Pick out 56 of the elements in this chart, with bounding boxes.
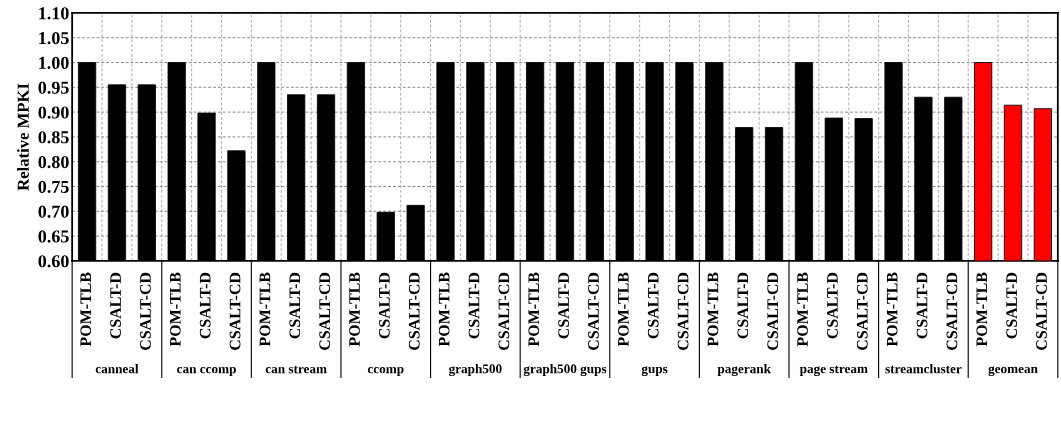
- y-tick-label: 0.75: [38, 180, 69, 194]
- y-tick-label: 1.00: [39, 56, 69, 70]
- x-tick-label: POM-TLB: [528, 272, 540, 347]
- y-tick-label: 0.65: [38, 230, 69, 243]
- x-tick-label: POM-TLB: [438, 272, 450, 347]
- y-tick-label: 1.05: [39, 31, 69, 45]
- x-tick-label: CSALT-CD: [856, 272, 868, 350]
- y-tick-label: 1.10: [39, 7, 69, 20]
- y-tick-label: 0.90: [38, 106, 69, 119]
- x-tick-label: CSALT-CD: [946, 272, 958, 350]
- x-tick-label: CSALT-CD: [588, 272, 599, 350]
- text: pagerank: [717, 363, 771, 377]
- x-tick-label: POM-TLB: [617, 272, 629, 347]
- x-tick-label: CSALT-D: [289, 272, 301, 339]
- x-tick-label: CSALT-CD: [408, 272, 420, 350]
- x-tick-label: POM-TLB: [886, 272, 898, 347]
- x-tick-label: POM-TLB: [976, 272, 988, 347]
- text: page stream: [799, 365, 868, 376]
- y-tick-label: 0.60: [38, 255, 69, 268]
- x-tick-label: POM-TLB: [707, 272, 719, 347]
- x-tick-label: POM-TLB: [797, 272, 808, 347]
- x-tick-label: CSALT-D: [647, 272, 659, 339]
- text: geomean: [988, 366, 1038, 376]
- x-tick-label: CSALT-D: [379, 272, 390, 339]
- text: streamcluster: [885, 364, 962, 374]
- caption: graph500: [448, 363, 502, 377]
- x-tick-label: POM-TLB: [169, 272, 181, 347]
- x-tick-label: CSALT-D: [110, 272, 121, 339]
- x-tick-label: CSALT-D: [1006, 272, 1018, 339]
- x-tick-label: CSALT-CD: [1036, 272, 1047, 350]
- x-tick-label: CSALT-D: [827, 272, 838, 339]
- caption: graph500 gups: [523, 363, 607, 377]
- text: can stream: [265, 365, 327, 374]
- x-tick-label: CSALT-CD: [677, 272, 689, 350]
- y-tick-label: 0.95: [38, 81, 69, 94]
- y-tick-label: 0.70: [38, 205, 69, 218]
- text: ccomp: [367, 366, 404, 376]
- x-tick-label: CSALT-CD: [140, 272, 151, 350]
- x-tick-label: CSALT-D: [558, 272, 569, 339]
- x-tick-label: CSALT-CD: [229, 272, 241, 350]
- y-tick-label: 0.85: [38, 131, 69, 144]
- x-tick-label: CSALT-CD: [767, 272, 779, 350]
- x-tick-label: CSALT-D: [916, 272, 928, 339]
- x-tick-label: CSALT-D: [199, 272, 211, 339]
- x-tick-label: CSALT-CD: [319, 272, 331, 350]
- x-tick-label: CSALT-D: [468, 272, 480, 339]
- x-tick-label: POM-TLB: [259, 272, 271, 347]
- y-axis-title: Relative MPKI: [17, 83, 29, 191]
- x-tick-label: POM-TLB: [349, 272, 360, 347]
- text: can ccomp: [177, 366, 236, 376]
- text: canneal: [95, 364, 139, 374]
- text: gups: [641, 366, 668, 376]
- x-tick-label: POM-TLB: [80, 272, 92, 347]
- x-tick-label: CSALT-CD: [498, 272, 510, 350]
- y-tick-label: 0.80: [38, 155, 69, 169]
- x-tick-label: CSALT-D: [737, 272, 749, 339]
